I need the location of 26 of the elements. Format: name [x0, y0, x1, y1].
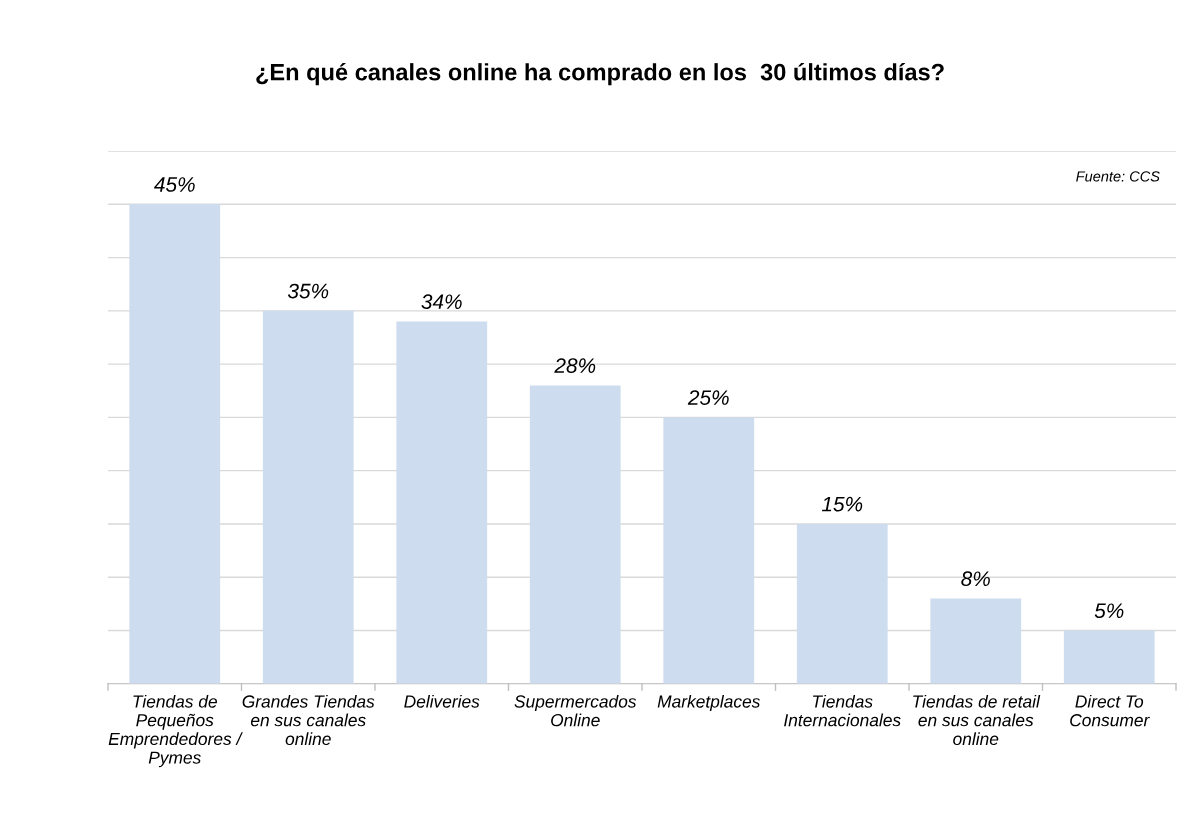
bar [129, 204, 221, 684]
x-tick-label: Direct To Consumer [1070, 694, 1150, 727]
bar [1063, 630, 1155, 684]
data-label: 25% [687, 390, 729, 405]
x-tick-label: Grandes Tiendas en sus canales online [242, 694, 375, 746]
x-tick-label: Tiendas de retail en sus canales online [913, 694, 1041, 746]
bar [262, 310, 354, 684]
annotation: Fuente: CCS [1076, 171, 1160, 182]
bar [396, 321, 488, 684]
x-tick-label: Tiendas de Pequeños Emprendedores / Pymes [108, 694, 243, 768]
data-label: 15% [821, 496, 863, 512]
data-label: 45% [154, 177, 195, 192]
data-label: 28% [554, 358, 596, 373]
x-tick-label: Marketplaces [657, 694, 761, 712]
x-tick-label: Tiendas Internacionales [784, 694, 901, 727]
data-label: 35% [287, 283, 329, 299]
bar [796, 523, 888, 684]
data-label: 8% [961, 571, 990, 587]
data-label: 5% [1094, 603, 1124, 619]
bar [930, 598, 1022, 684]
bar [663, 417, 755, 684]
chart-title: ¿En qué canales online ha comprado en los 30 últimos días? [256, 62, 944, 86]
data-label: 34% [421, 294, 462, 310]
x-tick-label: Deliveries [404, 694, 480, 708]
bar [529, 385, 621, 684]
x-tick-label: Supermercados Online [514, 694, 637, 727]
